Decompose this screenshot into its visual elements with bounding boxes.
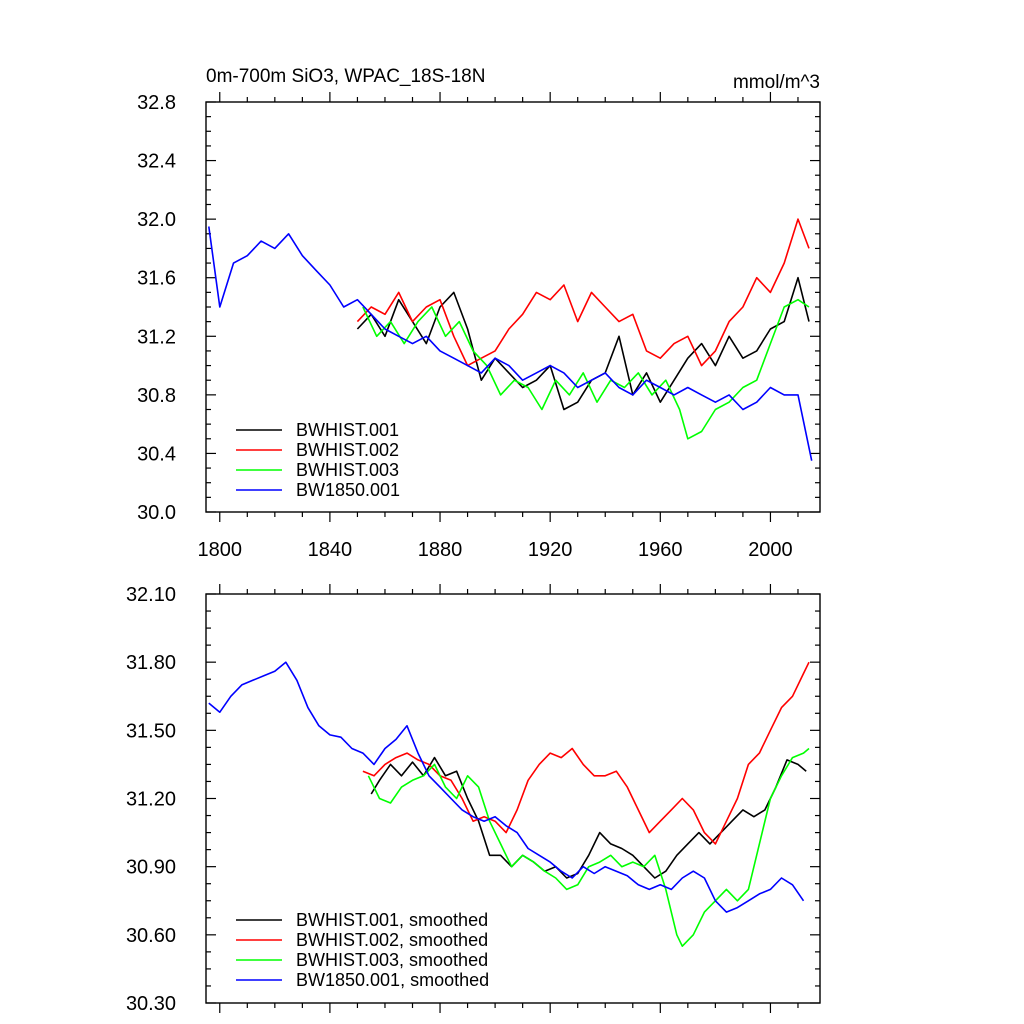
series-line-bw1850-001 <box>208 226 813 461</box>
x-tick-label: 2000 <box>748 539 793 561</box>
y-tick-label: 32.10 <box>126 584 176 606</box>
y-tick-label: 30.90 <box>126 857 176 879</box>
chart-title: 0m-700m SiO3, WPAC_18S-18N <box>206 66 485 87</box>
series-line-bwhist-003 <box>362 298 810 440</box>
legend-label: BWHIST.002 <box>296 440 399 460</box>
series-line-bwhist-001 <box>356 276 810 411</box>
legend-label: BW1850.001, smoothed <box>296 970 489 990</box>
legend-label: BWHIST.003 <box>296 460 399 480</box>
legend-label: BWHIST.001 <box>296 420 399 440</box>
y-tick-label: 32.0 <box>137 209 176 231</box>
x-tick-label: 1800 <box>198 539 243 561</box>
y-tick-label: 31.80 <box>126 652 176 674</box>
series-line-bwhist-002-smoothed <box>362 661 810 845</box>
series-line-bwhist-001-smoothed <box>370 756 807 879</box>
bottom-panel: 30.30 30.60 30.90 31.20 31.50 31.80 32.10 BWHIS… <box>126 584 821 1015</box>
legend-label: BWHIST.001, smoothed <box>296 910 488 930</box>
series-line-bwhist-003-smoothed <box>367 747 810 948</box>
x-tick-label: 1880 <box>418 539 463 561</box>
series-line-bw1850-001-smoothed <box>208 661 805 913</box>
y-tick-label: 31.20 <box>126 789 176 811</box>
y-tick-label: 32.4 <box>137 151 176 173</box>
y-tick-label: 31.6 <box>137 268 176 290</box>
y-tick-label: 30.60 <box>126 925 176 947</box>
x-tick-label: 1960 <box>638 539 683 561</box>
y-tick-label: 32.8 <box>137 92 176 114</box>
top-panel: 30.0 30.4 30.8 31.2 31.6 32.0 32.4 32.8 1800 1840… <box>137 66 821 561</box>
y-tick-label: 31.50 <box>126 720 176 742</box>
y-tick-label: 30.0 <box>137 502 176 524</box>
x-tick-label: 1920 <box>528 539 573 561</box>
y-tick-label: 30.30 <box>126 993 176 1015</box>
series-line-bwhist-002 <box>356 218 810 367</box>
legend-label: BW1850.001 <box>296 480 400 500</box>
y-tick-label: 30.4 <box>137 443 176 465</box>
x-tick-label: 1840 <box>308 539 353 561</box>
legend-label: BWHIST.002, smoothed <box>296 930 488 950</box>
units-label: mmol/m^3 <box>733 72 820 93</box>
y-tick-label: 30.8 <box>137 385 176 407</box>
y-tick-label: 31.2 <box>137 326 176 348</box>
legend-label: BWHIST.003, smoothed <box>296 950 488 970</box>
